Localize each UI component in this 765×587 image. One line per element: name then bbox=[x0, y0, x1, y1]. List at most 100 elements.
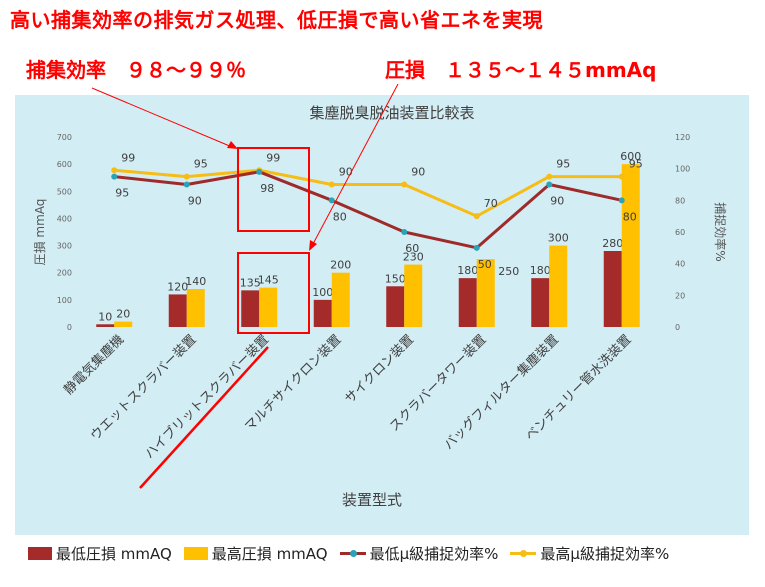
max-efficiency-point bbox=[328, 181, 335, 188]
max-efficiency-point bbox=[111, 167, 118, 174]
efficiency-pointer-line bbox=[91, 87, 233, 148]
category-label: 静電気集塵機 bbox=[61, 332, 127, 398]
bar-label-min-pressure: 10 bbox=[98, 310, 112, 323]
max-efficiency-point bbox=[401, 181, 408, 188]
max-efficiency-point bbox=[546, 173, 553, 180]
bar-label-min-pressure: 135 bbox=[240, 276, 261, 289]
bar-label-min-pressure: 150 bbox=[385, 272, 406, 285]
bar-min-pressure bbox=[168, 294, 187, 327]
bar-max-pressure bbox=[549, 245, 568, 327]
min-efficiency-value-label: 95 bbox=[115, 187, 129, 200]
y-tick-label: 600 bbox=[57, 160, 72, 169]
max-efficiency-value-label: 99 bbox=[121, 151, 135, 164]
y2-tick-label: 120 bbox=[675, 133, 690, 142]
legend-item-max-efficiency: 最高μ級捕捉効率% bbox=[510, 543, 669, 564]
legend-item-min-efficiency: 最低μ級捕捉効率% bbox=[339, 543, 499, 564]
bar-label-min-pressure: 180 bbox=[457, 264, 478, 277]
efficiency-callout: 捕集効率 ９８～９９％ bbox=[26, 58, 246, 82]
y2-tick-label: 40 bbox=[675, 260, 685, 269]
y2-tick-label: 20 bbox=[675, 291, 685, 300]
pressure-pointer-arrowhead bbox=[309, 240, 317, 251]
hybrid-underline bbox=[139, 346, 269, 489]
pressure-callout: 圧損 １３５～１４５mmAq bbox=[385, 58, 657, 82]
min-efficiency-line bbox=[114, 170, 623, 250]
x-axis-label: 装置型式 bbox=[342, 491, 402, 509]
efficiency-highlight-box bbox=[237, 147, 310, 232]
bar-label-min-pressure: 280 bbox=[602, 237, 623, 250]
bar-min-pressure bbox=[313, 299, 332, 327]
max-efficiency-point bbox=[183, 173, 190, 180]
legend-swatch-min-pressure bbox=[28, 546, 52, 560]
legend-swatch-max-pressure bbox=[183, 546, 208, 560]
chart-title: 集塵脱臭脱油装置比較表 bbox=[309, 104, 474, 122]
bar-min-pressure bbox=[241, 290, 260, 327]
min-efficiency-point bbox=[546, 181, 553, 188]
bar-label-max-pressure: 600 bbox=[620, 150, 641, 163]
bar-max-pressure bbox=[186, 289, 205, 327]
min-efficiency-value-label: 98 bbox=[260, 182, 274, 195]
legend-swatch-min-efficiency bbox=[339, 547, 366, 560]
min-efficiency-value-label: 90 bbox=[188, 195, 202, 208]
max-efficiency-value-label: 90 bbox=[339, 166, 353, 179]
bar-label-max-pressure: 140 bbox=[185, 275, 206, 288]
y-tick-label: 500 bbox=[57, 187, 72, 196]
bar-label-max-pressure: 20 bbox=[116, 308, 130, 321]
y-tick-label: 0 bbox=[67, 323, 72, 332]
min-efficiency-point bbox=[256, 168, 263, 175]
legend-label-min-pressure: 最低圧損 mmAQ bbox=[56, 544, 172, 563]
legend-label-max-efficiency: 最高μ級捕捉効率% bbox=[540, 544, 670, 563]
min-efficiency-point bbox=[401, 229, 408, 235]
bar-max-pressure bbox=[331, 272, 350, 327]
category-label: ハイブリットスクラバー装置 bbox=[142, 332, 273, 463]
min-efficiency-value-label: 80 bbox=[623, 210, 637, 223]
min-efficiency-point bbox=[618, 197, 625, 204]
max-efficiency-line bbox=[114, 168, 622, 218]
bar-min-pressure bbox=[531, 278, 550, 327]
bar-min-pressure bbox=[603, 251, 622, 327]
min-efficiency-point bbox=[111, 173, 118, 180]
bar-label-max-pressure: 230 bbox=[403, 251, 424, 264]
pressure-highlight-box bbox=[237, 252, 310, 334]
bar-max-pressure bbox=[259, 287, 278, 327]
category-label: サイクロン装置 bbox=[342, 332, 417, 407]
bar-max-pressure bbox=[621, 164, 640, 327]
bar-max-pressure bbox=[404, 264, 423, 327]
legend-swatch-max-efficiency bbox=[510, 547, 537, 560]
bar-min-pressure bbox=[386, 286, 405, 327]
bar-label-min-pressure: 180 bbox=[530, 264, 551, 277]
legend-label-max-pressure: 最高圧損 mmAQ bbox=[211, 544, 328, 563]
min-efficiency-point bbox=[183, 181, 190, 188]
min-efficiency-value-label: 80 bbox=[333, 210, 347, 223]
max-efficiency-value-label: 95 bbox=[629, 158, 643, 171]
max-efficiency-value-label: 70 bbox=[484, 197, 498, 210]
min-efficiency-value-label: 90 bbox=[550, 195, 564, 208]
legend-item-max-pressure: 最高圧損 mmAQ bbox=[183, 543, 328, 564]
y2-axis-label: 捕捉効率% bbox=[713, 202, 728, 261]
bar-max-pressure bbox=[114, 321, 133, 327]
efficiency-pointer-arrowhead bbox=[227, 141, 238, 149]
max-efficiency-value-label: 95 bbox=[194, 158, 208, 171]
category-label: バッグフィルター集塵装置 bbox=[441, 332, 562, 453]
bar-label-min-pressure: 120 bbox=[167, 280, 188, 293]
bar-min-pressure bbox=[458, 278, 477, 327]
y-tick-label: 200 bbox=[57, 269, 72, 278]
y2-tick-label: 60 bbox=[675, 228, 685, 237]
bar-max-pressure bbox=[476, 259, 495, 327]
max-efficiency-point bbox=[618, 173, 625, 180]
y-tick-label: 700 bbox=[57, 133, 72, 142]
y-axis-label: 圧損 mmAq bbox=[32, 199, 47, 266]
min-efficiency-value-label: 50 bbox=[478, 258, 492, 271]
bar-label-max-pressure: 145 bbox=[258, 274, 279, 287]
bar-label-min-pressure: 100 bbox=[312, 286, 333, 299]
legend-item-min-pressure: 最低圧損 mmAQ bbox=[28, 543, 172, 564]
min-efficiency-point bbox=[473, 244, 480, 251]
max-efficiency-point bbox=[473, 213, 480, 220]
bar-label-max-pressure: 250 bbox=[498, 265, 519, 278]
y2-tick-label: 80 bbox=[675, 196, 685, 205]
y-tick-label: 300 bbox=[57, 242, 72, 251]
bar-label-max-pressure: 300 bbox=[548, 232, 569, 245]
legend-label-min-efficiency: 最低μ級捕捉効率% bbox=[369, 544, 499, 563]
y2-tick-label: 100 bbox=[675, 165, 690, 174]
bar-min-pressure bbox=[96, 324, 115, 327]
